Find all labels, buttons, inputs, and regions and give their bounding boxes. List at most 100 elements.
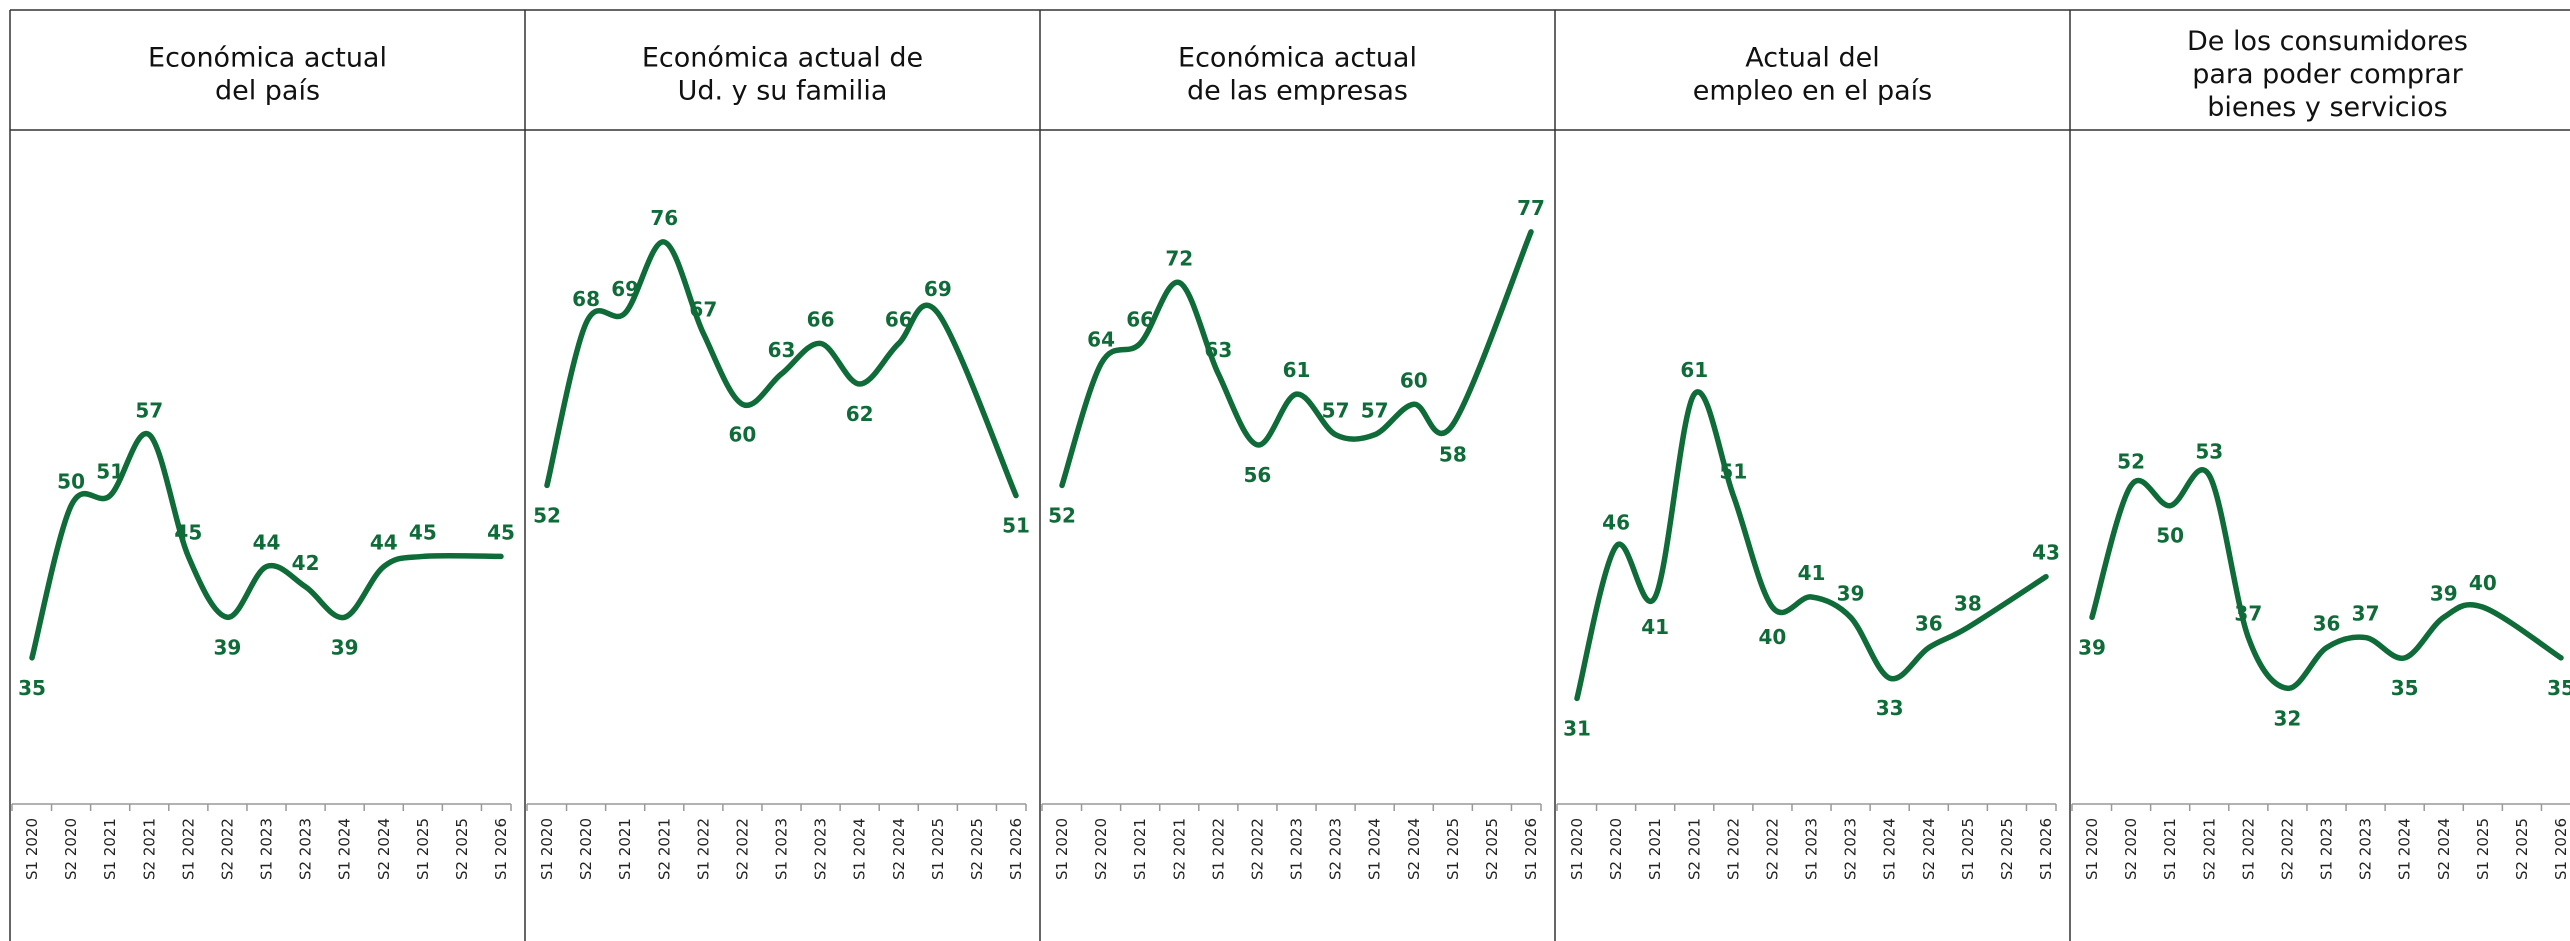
chart-title-line: de las empresas bbox=[1187, 76, 1408, 107]
data-label: 69 bbox=[611, 277, 639, 301]
data-label: 67 bbox=[689, 297, 717, 321]
data-label: 60 bbox=[728, 422, 756, 446]
data-label: 39 bbox=[2430, 581, 2458, 605]
data-label: 63 bbox=[768, 338, 796, 362]
data-label: 37 bbox=[2352, 602, 2380, 626]
x-tick-label: S1 2026 bbox=[492, 818, 510, 880]
chart-title-line: del país bbox=[215, 76, 320, 107]
x-tick-label: S1 2026 bbox=[2552, 818, 2570, 880]
x-tick-label: S2 2025 bbox=[1998, 818, 2016, 880]
data-label: 31 bbox=[1563, 716, 1591, 740]
data-label: 33 bbox=[1876, 696, 1904, 720]
data-label: 37 bbox=[2234, 602, 2262, 626]
data-label: 39 bbox=[1837, 581, 1865, 605]
x-tick-label: S2 2024 bbox=[1405, 818, 1423, 880]
series-line bbox=[1574, 389, 2049, 702]
x-tick-label: S2 2023 bbox=[1842, 818, 1860, 880]
x-tick-label: S1 2023 bbox=[1288, 818, 1306, 880]
data-label: 77 bbox=[1517, 196, 1545, 220]
data-label: 39 bbox=[2078, 635, 2106, 659]
data-label: 52 bbox=[533, 503, 561, 527]
data-label: 64 bbox=[1087, 328, 1115, 352]
data-label: 41 bbox=[1798, 561, 1826, 585]
data-label: 61 bbox=[1283, 358, 1311, 382]
x-tick-label: S1 2025 bbox=[414, 818, 432, 880]
data-label: 51 bbox=[1719, 460, 1747, 484]
x-tick-label: S1 2021 bbox=[616, 818, 634, 880]
x-tick-label: S2 2021 bbox=[1170, 818, 1188, 880]
series-line bbox=[1059, 229, 1534, 489]
chart-title-line: para poder comprar bbox=[2192, 59, 2463, 90]
x-tick-label: S2 2021 bbox=[2200, 818, 2218, 880]
x-tick-label: S2 2024 bbox=[2435, 818, 2453, 880]
data-label: 32 bbox=[2273, 706, 2301, 730]
data-label: 56 bbox=[1243, 463, 1271, 487]
data-label: 41 bbox=[1641, 615, 1669, 639]
x-tick-label: S2 2022 bbox=[2278, 818, 2296, 880]
x-tick-label: S2 2024 bbox=[890, 818, 908, 880]
data-label: 62 bbox=[846, 402, 874, 426]
data-label: 76 bbox=[650, 206, 678, 230]
x-tick-label: S1 2022 bbox=[2239, 818, 2257, 880]
x-tick-label: S1 2025 bbox=[2474, 818, 2492, 880]
data-label: 39 bbox=[213, 635, 241, 659]
x-tick-label: S1 2021 bbox=[2161, 818, 2179, 880]
x-tick-label: S2 2020 bbox=[1092, 818, 1110, 880]
data-label: 39 bbox=[331, 635, 359, 659]
x-tick-label: S2 2025 bbox=[968, 818, 986, 880]
series-line bbox=[2089, 467, 2564, 692]
data-label: 36 bbox=[1915, 612, 1943, 636]
data-label: 35 bbox=[18, 676, 46, 700]
data-label: 44 bbox=[253, 531, 281, 555]
x-tick-label: S1 2024 bbox=[1881, 818, 1899, 880]
x-tick-label: S1 2025 bbox=[929, 818, 947, 880]
chart-title-line: empleo en el país bbox=[1693, 76, 1933, 107]
x-tick-label: S1 2023 bbox=[2318, 818, 2336, 880]
x-tick-label: S1 2022 bbox=[1209, 818, 1227, 880]
data-label: 60 bbox=[1400, 368, 1428, 392]
data-label: 45 bbox=[174, 520, 202, 544]
x-tick-label: S2 2022 bbox=[1763, 818, 1781, 880]
x-tick-label: S2 2023 bbox=[2357, 818, 2375, 880]
x-tick-label: S2 2021 bbox=[1685, 818, 1703, 880]
chart-title-line: Ud. y su familia bbox=[678, 76, 888, 107]
data-label: 57 bbox=[135, 399, 163, 423]
x-tick-label: S1 2026 bbox=[1007, 818, 1025, 880]
x-tick-label: S2 2021 bbox=[140, 818, 158, 880]
x-tick-label: S1 2020 bbox=[2083, 818, 2101, 880]
data-label: 66 bbox=[807, 307, 835, 331]
x-tick-label: S1 2020 bbox=[23, 818, 41, 880]
x-tick-label: S1 2020 bbox=[1568, 818, 1586, 880]
x-tick-label: S1 2024 bbox=[851, 818, 869, 880]
x-tick-label: S1 2024 bbox=[2396, 818, 2414, 880]
x-tick-label: S1 2023 bbox=[1803, 818, 1821, 880]
chart-title-line: Económica actual bbox=[148, 43, 387, 74]
data-label: 35 bbox=[2391, 676, 2419, 700]
x-tick-label: S1 2025 bbox=[1444, 818, 1462, 880]
x-tick-label: S1 2026 bbox=[2037, 818, 2055, 880]
data-label: 35 bbox=[2547, 676, 2570, 700]
x-tick-label: S2 2023 bbox=[297, 818, 315, 880]
chart-title-line: Económica actual de bbox=[642, 43, 923, 74]
chart-title-line: bienes y servicios bbox=[2207, 92, 2447, 123]
x-tick-label: S1 2021 bbox=[1646, 818, 1664, 880]
x-tick-label: S1 2024 bbox=[1366, 818, 1384, 880]
x-tick-label: S1 2026 bbox=[1522, 818, 1540, 880]
data-label: 53 bbox=[2195, 439, 2223, 463]
data-label: 61 bbox=[1680, 358, 1708, 382]
x-tick-label: S2 2020 bbox=[1607, 818, 1625, 880]
data-label: 66 bbox=[1126, 307, 1154, 331]
data-label: 51 bbox=[96, 460, 124, 484]
x-tick-label: S2 2021 bbox=[655, 818, 673, 880]
x-tick-label: S2 2023 bbox=[1327, 818, 1345, 880]
x-tick-label: S1 2020 bbox=[538, 818, 556, 880]
x-tick-label: S2 2020 bbox=[577, 818, 595, 880]
data-label: 45 bbox=[409, 520, 437, 544]
data-label: 38 bbox=[1954, 591, 1982, 615]
x-tick-label: S2 2020 bbox=[62, 818, 80, 880]
